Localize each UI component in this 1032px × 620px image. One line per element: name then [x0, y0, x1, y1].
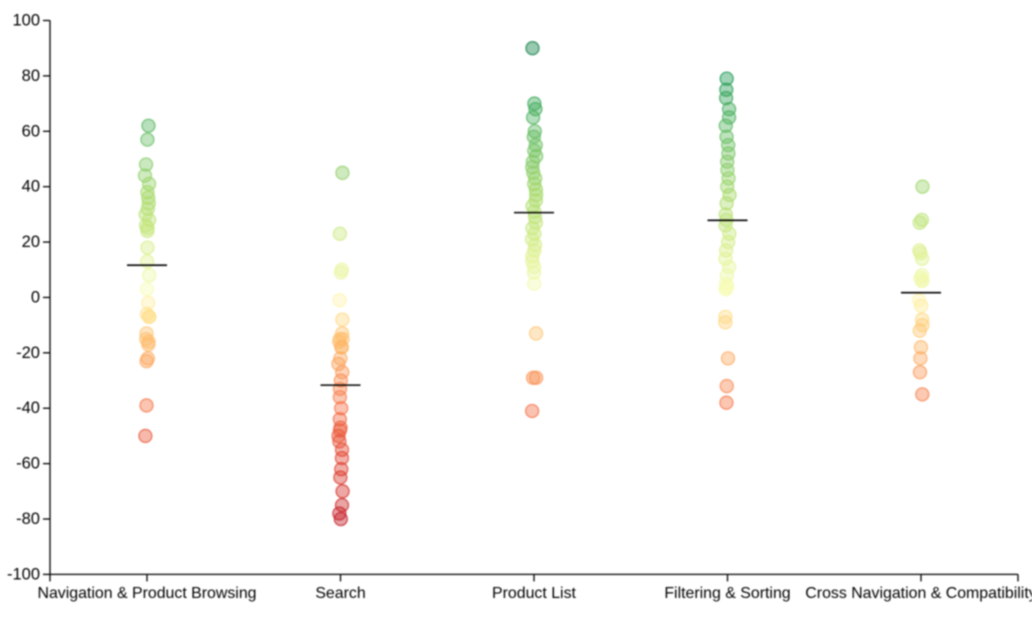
svg-text:-100: -100	[7, 565, 40, 583]
svg-text:Product List: Product List	[492, 585, 576, 602]
svg-text:-20: -20	[16, 344, 40, 362]
svg-text:0: 0	[31, 288, 40, 306]
svg-text:100: 100	[12, 12, 40, 30]
svg-text:-60: -60	[16, 455, 40, 473]
svg-text:-40: -40	[16, 399, 40, 417]
svg-text:20: 20	[22, 233, 40, 251]
svg-text:Search: Search	[315, 585, 365, 602]
svg-text:80: 80	[22, 67, 40, 85]
svg-text:Navigation & Product Browsing: Navigation & Product Browsing	[37, 585, 256, 602]
svg-text:-80: -80	[16, 510, 40, 528]
svg-text:Filtering & Sorting: Filtering & Sorting	[664, 585, 790, 602]
svg-text:40: 40	[22, 178, 40, 196]
svg-text:60: 60	[22, 122, 40, 140]
svg-text:Cross Navigation & Compatibili: Cross Navigation & Compatibility	[805, 585, 1032, 602]
